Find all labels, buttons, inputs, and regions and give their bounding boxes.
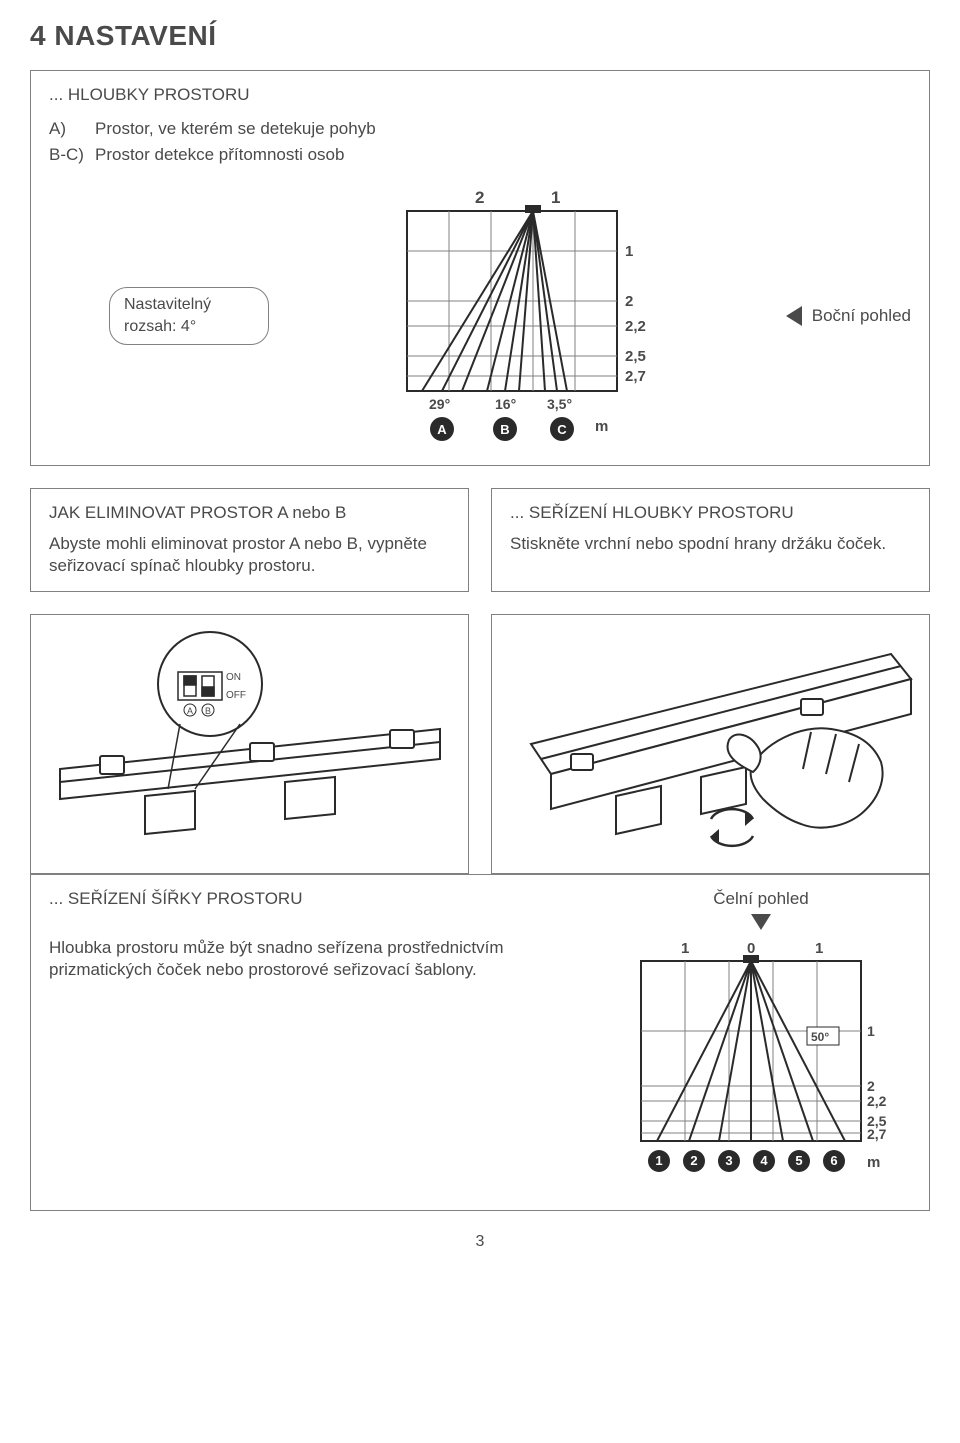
definition-a: A) Prostor, ve kterém se detekuje pohyb — [49, 119, 511, 139]
d1-dot-b: B — [501, 422, 510, 437]
front-view-label: Čelní pohled — [611, 889, 911, 909]
page-title: 4 NASTAVENÍ — [30, 20, 930, 52]
range-line1: Nastavitelný — [124, 294, 254, 316]
section-width-adjust: ... SEŘÍZENÍ ŠÍŘKY PROSTORU Hloubka pros… — [30, 874, 930, 1211]
svg-text:6: 6 — [830, 1153, 837, 1168]
d2-r-27: 2,7 — [867, 1126, 887, 1142]
switch-a-label: A — [187, 706, 193, 716]
definition-bc: B-C) Prostor detekce přítomnosti osob — [49, 145, 511, 165]
adjustable-range-callout: Nastavitelný rozsah: 4° — [109, 287, 269, 344]
d2-angle: 50° — [811, 1030, 829, 1044]
eliminate-title: JAK ELIMINOVAT PROSTOR A nebo B — [49, 503, 450, 523]
depth-adjust-box: ... SEŘÍZENÍ HLOUBKY PROSTORU Stiskněte … — [491, 488, 930, 592]
d1-r-27: 2,7 — [625, 368, 646, 385]
d2-r-22: 2,2 — [867, 1093, 887, 1109]
def-bc-key: B-C) — [49, 145, 95, 165]
def-a-text: Prostor, ve kterém se detekuje pohyb — [95, 119, 376, 139]
range-line2: rozsah: 4° — [124, 316, 254, 338]
front-view-diagram: 50° 1 0 1 1 2 2,2 2,5 2,7 1 2 3 — [611, 931, 911, 1196]
d2-r-1: 1 — [867, 1023, 875, 1039]
switch-on-label: ON — [226, 672, 241, 683]
svg-text:5: 5 — [795, 1153, 802, 1168]
d1-angle-b: 16° — [495, 396, 516, 412]
page-number: 3 — [30, 1233, 930, 1251]
d1-r-2: 2 — [625, 293, 633, 310]
eliminate-space-box: JAK ELIMINOVAT PROSTOR A nebo B Abyste m… — [30, 488, 469, 592]
svg-text:2: 2 — [690, 1153, 697, 1168]
svg-text:3: 3 — [725, 1153, 732, 1168]
d1-r-25: 2,5 — [625, 348, 646, 365]
d2-top-c: 0 — [747, 940, 755, 957]
section1-heading: ... HLOUBKY PROSTORU — [49, 85, 511, 105]
d1-angle-c: 3,5° — [547, 396, 572, 412]
d1-top-1: 1 — [551, 188, 560, 207]
side-view-diagram: 2 1 1 2 2,2 2,5 2,7 29° 16° 3,5° A — [269, 181, 766, 451]
triangle-down-icon — [751, 914, 771, 930]
d1-angle-a: 29° — [429, 396, 450, 412]
width-adjust-body: Hloubka prostoru může být snadno seřízen… — [49, 937, 581, 981]
d2-top-l: 1 — [681, 940, 689, 957]
d2-unit: m — [867, 1154, 880, 1171]
d1-unit: m — [595, 418, 608, 435]
depth-adjust-body: Stiskněte vrchní nebo spodní hrany držák… — [510, 533, 911, 555]
side-view-text: Boční pohled — [812, 306, 911, 326]
def-a-key: A) — [49, 119, 95, 139]
width-adjust-title: ... SEŘÍZENÍ ŠÍŘKY PROSTORU — [49, 889, 581, 909]
d2-r-2: 2 — [867, 1078, 875, 1094]
switch-b-label: B — [205, 706, 211, 716]
svg-text:1: 1 — [655, 1153, 662, 1168]
eliminate-body: Abyste mohli eliminovat prostor A nebo B… — [49, 533, 450, 577]
section-depth-space: ... HLOUBKY PROSTORU A) Prostor, ve kter… — [30, 70, 930, 466]
depth-adjust-title: ... SEŘÍZENÍ HLOUBKY PROSTORU — [510, 503, 911, 523]
svg-text:4: 4 — [760, 1153, 768, 1168]
switch-off-label: OFF — [226, 690, 246, 701]
switch-illustration: ON OFF A B — [30, 614, 469, 874]
side-view-label: Boční pohled — [786, 306, 911, 326]
d1-top-2: 2 — [475, 188, 484, 207]
triangle-left-icon — [786, 306, 802, 326]
d1-r-1: 1 — [625, 243, 633, 260]
d1-r-22: 2,2 — [625, 318, 646, 335]
def-bc-text: Prostor detekce přítomnosti osob — [95, 145, 344, 165]
d2-top-r: 1 — [815, 940, 823, 957]
lens-press-illustration — [491, 614, 930, 874]
d1-dot-a: A — [438, 422, 448, 437]
d1-dot-c: C — [558, 422, 568, 437]
